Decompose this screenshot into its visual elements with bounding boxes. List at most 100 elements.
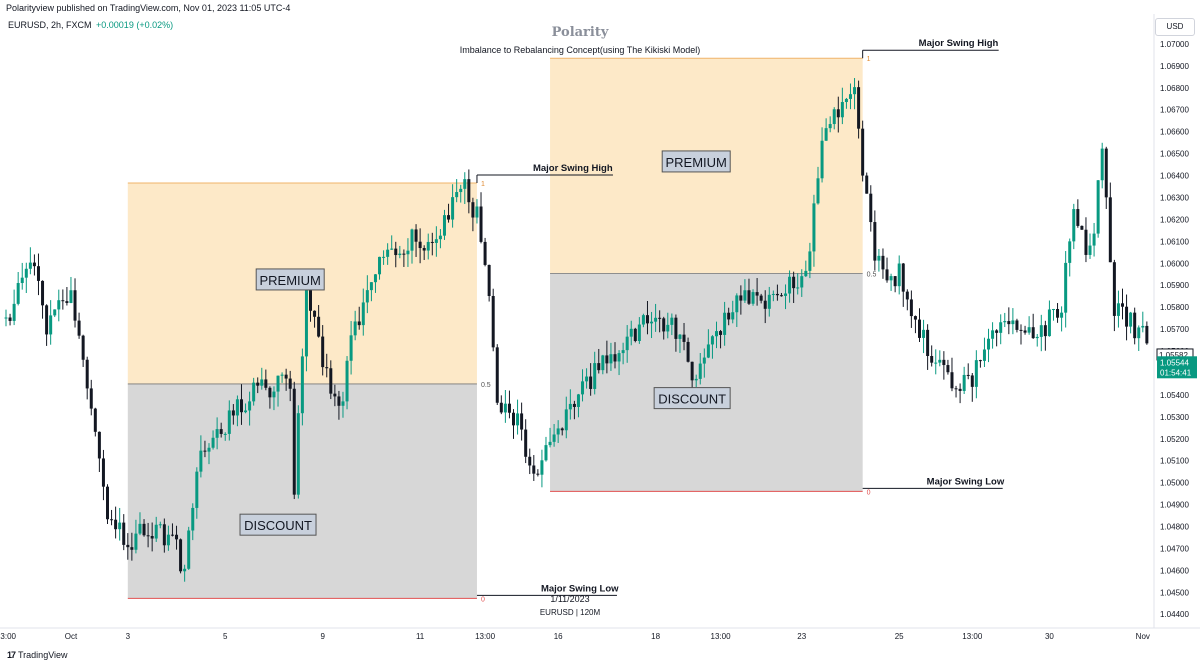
candle-body	[532, 465, 536, 474]
candle-body	[1064, 262, 1068, 313]
candle-body	[398, 253, 402, 256]
candle-body	[796, 287, 800, 289]
candle-body	[954, 388, 958, 390]
candle-body	[633, 328, 637, 341]
candle-body	[239, 399, 243, 413]
candle-body	[1015, 320, 1019, 330]
candle-body	[621, 350, 625, 354]
candle-body	[451, 197, 455, 220]
candle-body	[434, 239, 438, 243]
candle-body	[966, 374, 970, 376]
candle-body	[97, 431, 101, 459]
candle-body	[313, 310, 317, 317]
time-tick-label: 3	[126, 632, 131, 641]
candle-body	[820, 140, 824, 179]
price-tick-label: 1.05100	[1160, 457, 1189, 466]
candle-body	[126, 544, 130, 548]
candle-body	[589, 376, 593, 389]
candle-body	[881, 255, 885, 270]
candle-body	[901, 263, 905, 292]
candle-body	[219, 429, 223, 434]
candle-body	[110, 519, 114, 521]
price-tick-label: 1.06600	[1160, 128, 1189, 137]
candle-body	[706, 344, 710, 358]
price-tick-label: 1.04900	[1160, 501, 1189, 510]
candle-body	[755, 292, 759, 296]
candle-body	[853, 87, 857, 95]
candle-body	[641, 315, 645, 325]
candle-body	[581, 381, 585, 395]
candle-body	[666, 324, 670, 332]
candle-body	[1133, 312, 1137, 339]
candle-body	[1100, 148, 1104, 181]
candle-body	[386, 249, 390, 257]
candle-body	[337, 396, 341, 406]
candle-body	[982, 349, 986, 361]
candle-body	[662, 318, 666, 332]
candle-body	[499, 402, 503, 413]
candle-body	[1023, 330, 1027, 333]
candle-body	[520, 413, 524, 430]
price-tick-label: 1.05900	[1160, 281, 1189, 290]
candle-body	[296, 413, 300, 495]
candle-body	[905, 291, 909, 300]
candle-body	[609, 354, 613, 364]
price-tick-label: 1.04700	[1160, 544, 1189, 553]
candle-body	[369, 282, 373, 291]
candle-body	[264, 379, 268, 388]
candle-body	[1011, 320, 1015, 325]
candle-body	[974, 360, 978, 387]
candle-body	[475, 206, 479, 218]
last-price-label: 1.05544	[1160, 358, 1189, 367]
price-tick-label: 1.04400	[1160, 610, 1189, 619]
price-tick-label: 1.06900	[1160, 62, 1189, 71]
candle-body	[1080, 225, 1084, 230]
candle-body	[958, 388, 962, 391]
price-tick-label: 1.04500	[1160, 588, 1189, 597]
brand-label: TradingView	[18, 650, 68, 660]
candle-body	[719, 331, 723, 335]
candle-body	[1068, 241, 1072, 263]
candle-body	[568, 403, 572, 410]
symbol-info[interactable]: EURUSD, 2h, FXCM +0.00019 (+0.02%)	[8, 20, 173, 30]
candle-body	[779, 295, 783, 297]
candle-body	[824, 128, 828, 141]
candle-body	[353, 321, 357, 336]
candle-body	[57, 300, 61, 310]
tradingview-logo[interactable]: 17 TradingView	[7, 650, 68, 660]
premium-label: PREMIUM	[260, 273, 321, 288]
candle-body	[447, 215, 451, 220]
time-tick-label: 9	[320, 632, 325, 641]
candle-body	[840, 102, 844, 118]
candle-body	[654, 317, 658, 322]
candle-body	[743, 290, 747, 301]
candle-body	[414, 229, 418, 242]
candle-body	[702, 357, 706, 364]
candle-body	[658, 317, 662, 319]
candle-body	[349, 335, 353, 361]
candle-body	[987, 338, 991, 350]
price-axis: 1.07000 1.06900 1.06800 1.06700 1.06600 1.065…	[1153, 0, 1200, 666]
price-tick-label: 1.04600	[1160, 566, 1189, 575]
time-tick-label: 13:00	[0, 632, 17, 641]
candle-body	[69, 290, 73, 303]
candle-body	[422, 248, 426, 251]
time-tick-label: Nov	[1136, 632, 1150, 641]
fib-label-0-5: 0.5	[481, 382, 491, 389]
candle-body	[280, 374, 284, 376]
candle-body	[857, 87, 861, 129]
candle-body	[913, 316, 917, 320]
candle-body	[122, 522, 126, 545]
candle-body	[341, 401, 345, 406]
candle-body	[138, 523, 142, 534]
candle-body	[1051, 309, 1055, 311]
candlestick-series	[4, 78, 1149, 582]
candle-body	[784, 293, 788, 296]
candle-body	[1112, 262, 1116, 316]
candle-body	[211, 437, 215, 448]
premium-box	[255, 268, 325, 291]
currency-button[interactable]: USD	[1155, 18, 1195, 36]
candle-body	[536, 473, 540, 475]
candle-body	[199, 450, 203, 472]
